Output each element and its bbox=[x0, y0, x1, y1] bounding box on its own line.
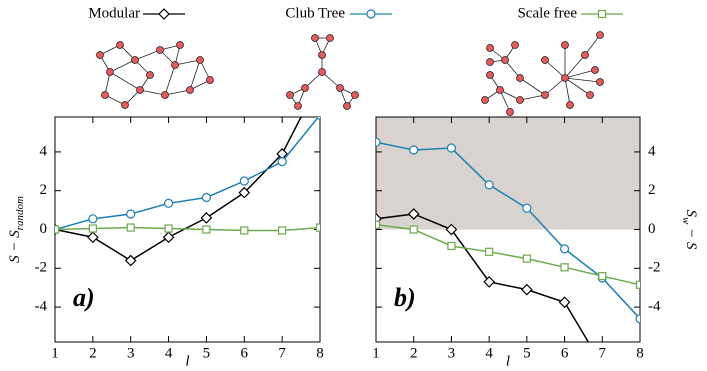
marker bbox=[55, 225, 60, 234]
marker bbox=[445, 223, 458, 236]
y-tick-label: -2 bbox=[35, 260, 48, 276]
marker bbox=[376, 137, 381, 147]
marker bbox=[200, 212, 213, 224]
y-tick-label: -4 bbox=[35, 299, 48, 315]
y-axis-label-part: − S bbox=[683, 224, 699, 250]
x-tick-label: 8 bbox=[316, 345, 324, 361]
series-group bbox=[55, 117, 320, 267]
x-tick-label: 4 bbox=[485, 345, 493, 361]
y-axis-label-part: S − S bbox=[7, 230, 23, 263]
marker bbox=[126, 223, 135, 232]
y-tick-label: 0 bbox=[40, 221, 48, 237]
x-tick-label: 6 bbox=[561, 345, 569, 361]
marker bbox=[202, 225, 211, 234]
marker bbox=[163, 198, 174, 208]
x-tick-label: 2 bbox=[89, 345, 97, 361]
marker bbox=[315, 117, 320, 120]
marker bbox=[366, 9, 376, 19]
modular-network bbox=[96, 41, 214, 109]
y-axis-label-part: w bbox=[680, 217, 692, 225]
marker bbox=[447, 241, 456, 251]
panel-label: b) bbox=[394, 283, 416, 312]
marker bbox=[126, 209, 136, 219]
marker bbox=[87, 231, 99, 244]
marker bbox=[559, 244, 570, 254]
shaded-region bbox=[376, 117, 640, 230]
marker bbox=[164, 224, 173, 233]
marker bbox=[560, 263, 569, 272]
legend-label: Club Tree bbox=[285, 5, 345, 21]
marker bbox=[483, 276, 495, 288]
club-tree-network bbox=[286, 34, 359, 110]
y-tick-label: -4 bbox=[648, 299, 661, 315]
scale-free-network bbox=[481, 31, 604, 116]
series-group bbox=[376, 137, 640, 370]
x-tick-label: 3 bbox=[127, 345, 135, 361]
y-tick-label: 0 bbox=[648, 221, 656, 237]
y-tick-label: 2 bbox=[40, 182, 48, 198]
marker bbox=[635, 314, 640, 324]
panel-label: a) bbox=[73, 283, 95, 312]
y-axis-label-part: random bbox=[14, 196, 26, 230]
marker bbox=[522, 254, 531, 263]
y-tick-label: 4 bbox=[648, 143, 656, 159]
x-tick-label: 6 bbox=[241, 345, 249, 361]
marker bbox=[88, 214, 98, 224]
marker bbox=[558, 296, 571, 309]
marker bbox=[485, 247, 494, 256]
marker bbox=[407, 208, 420, 220]
marker bbox=[409, 145, 419, 155]
y-tick-label: 2 bbox=[648, 182, 656, 198]
marker bbox=[409, 225, 418, 234]
x-tick-label: 2 bbox=[410, 345, 418, 361]
x-tick-label: 5 bbox=[523, 345, 531, 361]
marker bbox=[522, 203, 532, 213]
marker bbox=[315, 223, 320, 232]
legend-label: Modular bbox=[88, 5, 140, 21]
y-tick-label: -2 bbox=[648, 260, 661, 276]
x-tick-label: 8 bbox=[636, 345, 644, 361]
x-tick-label: 7 bbox=[599, 345, 607, 361]
series-line bbox=[376, 223, 640, 286]
y-axis-label: S − Srandom bbox=[7, 196, 25, 263]
series-line bbox=[376, 141, 640, 320]
legend-label: Scale free bbox=[517, 5, 577, 21]
marker bbox=[238, 186, 251, 199]
marker bbox=[239, 176, 249, 186]
marker bbox=[521, 283, 533, 296]
x-tick-label: 1 bbox=[372, 345, 380, 361]
marker bbox=[446, 143, 457, 153]
x-tick-label: 4 bbox=[165, 345, 173, 361]
marker bbox=[376, 220, 381, 229]
marker bbox=[124, 254, 137, 267]
marker bbox=[597, 360, 607, 370]
marker bbox=[278, 226, 287, 235]
series-line bbox=[55, 117, 320, 231]
marker bbox=[240, 226, 249, 235]
marker bbox=[162, 231, 175, 244]
x-tick-label: 7 bbox=[278, 345, 286, 361]
marker bbox=[88, 224, 97, 233]
marker bbox=[158, 8, 170, 20]
series-line bbox=[55, 117, 302, 262]
marker bbox=[277, 157, 287, 167]
marker bbox=[598, 271, 607, 281]
marker bbox=[635, 280, 640, 289]
x-tick-label: 1 bbox=[51, 345, 59, 361]
marker bbox=[484, 180, 494, 190]
x-tick-label: 5 bbox=[203, 345, 211, 361]
x-axis-label: l bbox=[185, 353, 189, 369]
y-axis-label: Sw − S bbox=[680, 210, 698, 250]
x-axis-label: l bbox=[506, 353, 510, 369]
y-tick-label: 4 bbox=[40, 143, 48, 159]
x-tick-label: 3 bbox=[448, 345, 456, 361]
y-axis-label-part: S bbox=[683, 210, 699, 218]
marker bbox=[597, 9, 607, 19]
series-line bbox=[55, 226, 320, 232]
marker bbox=[201, 192, 212, 203]
